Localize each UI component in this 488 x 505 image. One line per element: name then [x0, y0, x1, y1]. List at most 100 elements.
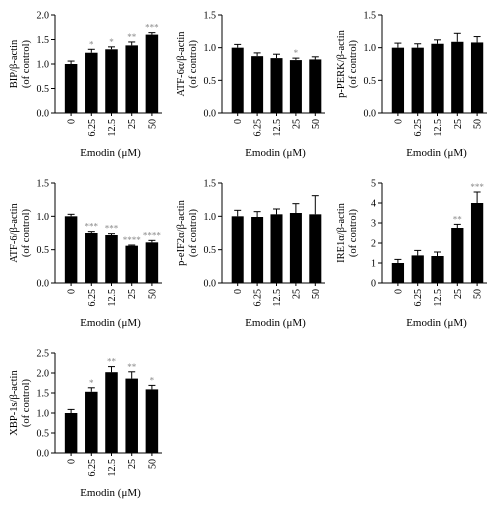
- bar: [470, 42, 484, 113]
- bar: [270, 214, 283, 283]
- x-tick-label: 6.25: [87, 459, 98, 477]
- significance-marker: *: [150, 375, 155, 385]
- bar: [289, 213, 302, 283]
- x-tick-label: 6.25: [413, 119, 424, 137]
- x-axis-label: Emodin (μM): [80, 317, 141, 329]
- bar: [451, 228, 464, 283]
- x-tick-label: 12.5: [107, 119, 118, 137]
- x-tick-label: 12.5: [272, 119, 283, 137]
- x-tick-label: 0: [233, 289, 244, 294]
- y-tick-label: 0.5: [37, 429, 50, 440]
- significance-marker: **: [127, 32, 137, 42]
- x-tick-label: 25: [453, 119, 464, 129]
- chart-panel-1: 0.0 0.5 1.0 1.5 2.0 0 * 6.25 * 12.5 ** 25 *** 50 BIP/β…: [9, 11, 162, 159]
- x-tick-label: 25: [291, 289, 302, 299]
- x-tick-label: 25: [453, 289, 464, 299]
- x-tick-label: 25: [291, 119, 302, 129]
- chart-panel-5: 0.0 0.5 1.0 1.5 0 6.25 12.5 25 50 p-eIF2α/β-actin…: [176, 179, 325, 329]
- x-tick-label: 50: [147, 289, 158, 299]
- x-tick-label: 12.5: [272, 289, 283, 307]
- significance-marker: **: [127, 362, 137, 372]
- significance-marker: ***: [470, 182, 484, 192]
- bar: [391, 263, 405, 283]
- x-tick-label: 12.5: [433, 289, 444, 307]
- y-tick-label: 1.5: [37, 179, 50, 190]
- x-tick-label: 0: [67, 119, 78, 124]
- x-axis-label: Emodin (μM): [406, 317, 467, 329]
- y-axis-label: p-PERK/β-actin: [336, 29, 347, 97]
- y-tick-label: 1.0: [204, 43, 217, 54]
- y-axis-label-unit: (of control): [21, 208, 32, 257]
- x-tick-label: 12.5: [433, 119, 444, 137]
- y-tick-label: 1.0: [37, 409, 50, 420]
- significance-marker: *: [294, 48, 299, 58]
- bar: [431, 43, 444, 113]
- x-tick-label: 25: [127, 289, 138, 299]
- x-tick-label: 50: [473, 119, 484, 129]
- x-axis-label: Emodin (μM): [406, 147, 467, 159]
- x-axis-label: Emodin (μM): [80, 487, 141, 499]
- significance-marker: ***: [145, 23, 159, 33]
- x-tick-label: 25: [127, 459, 138, 469]
- y-axis-label: p-eIF2α/β-actin: [176, 199, 187, 265]
- y-tick-label: 0.5: [364, 76, 377, 87]
- significance-marker: *: [109, 37, 114, 47]
- bar: [125, 45, 138, 113]
- x-axis-label: Emodin (μM): [245, 317, 306, 329]
- y-tick-label: 4: [371, 199, 376, 210]
- x-tick-label: 0: [393, 119, 404, 124]
- y-tick-label: 0.5: [37, 245, 50, 256]
- x-tick-label: 50: [311, 289, 322, 299]
- bar: [231, 216, 244, 283]
- y-tick-label: 2.5: [37, 349, 50, 360]
- significance-marker: *: [89, 39, 94, 49]
- y-axis-label: IRE1α/β-actin: [336, 202, 347, 263]
- bar: [64, 413, 78, 453]
- y-tick-label: 1.5: [204, 179, 217, 190]
- y-axis-label-unit: (of control): [21, 378, 32, 427]
- y-tick-label: 0.5: [37, 84, 50, 95]
- bar: [145, 34, 159, 113]
- x-tick-label: 6.25: [413, 289, 424, 307]
- y-tick-label: 1.0: [37, 60, 50, 71]
- x-tick-label: 0: [67, 289, 78, 294]
- bar: [85, 233, 98, 283]
- bar: [125, 378, 138, 453]
- y-tick-label: 0: [371, 279, 376, 290]
- y-tick-label: 2.0: [37, 11, 50, 22]
- y-tick-label: 1.0: [364, 43, 377, 54]
- bar: [145, 389, 159, 453]
- bar: [64, 216, 78, 283]
- y-tick-label: 0.5: [204, 76, 217, 87]
- y-tick-label: 1.0: [204, 212, 217, 223]
- y-axis-label: ATF-6/β-actin: [9, 202, 20, 262]
- bar: [105, 49, 118, 113]
- chart-panel-4: 0.0 0.5 1.0 1.5 0 *** 6.25 *** 12.5 **** 25 **** 50 A…: [9, 179, 162, 329]
- x-tick-label: 6.25: [253, 289, 264, 307]
- bar: [85, 391, 98, 453]
- y-tick-label: 2: [371, 239, 376, 250]
- x-tick-label: 6.25: [253, 119, 264, 137]
- y-tick-label: 0.0: [204, 109, 217, 120]
- bar: [105, 235, 118, 283]
- y-axis-label-unit: (of control): [188, 39, 199, 88]
- x-tick-label: 0: [233, 119, 244, 124]
- y-axis-label-unit: (of control): [348, 208, 359, 257]
- y-tick-label: 2.0: [37, 369, 50, 380]
- x-tick-label: 0: [67, 459, 78, 464]
- x-tick-label: 0: [393, 289, 404, 294]
- x-tick-label: 12.5: [107, 289, 118, 307]
- bar: [451, 41, 464, 113]
- bar: [309, 214, 322, 283]
- y-axis-label: ATF-6α/β-actin: [176, 31, 187, 97]
- bar: [289, 60, 302, 113]
- bar: [270, 58, 283, 113]
- significance-marker: ****: [123, 235, 142, 245]
- x-axis-label: Emodin (μM): [80, 147, 141, 159]
- x-tick-label: 12.5: [107, 459, 118, 477]
- chart-panel-7: 0.0 0.5 1.0 1.5 2.0 2.5 0 * 6.25 ** 12.5 ** 25 * 50 XBP…: [9, 349, 162, 499]
- significance-marker: ***: [85, 222, 99, 232]
- bar: [411, 255, 424, 283]
